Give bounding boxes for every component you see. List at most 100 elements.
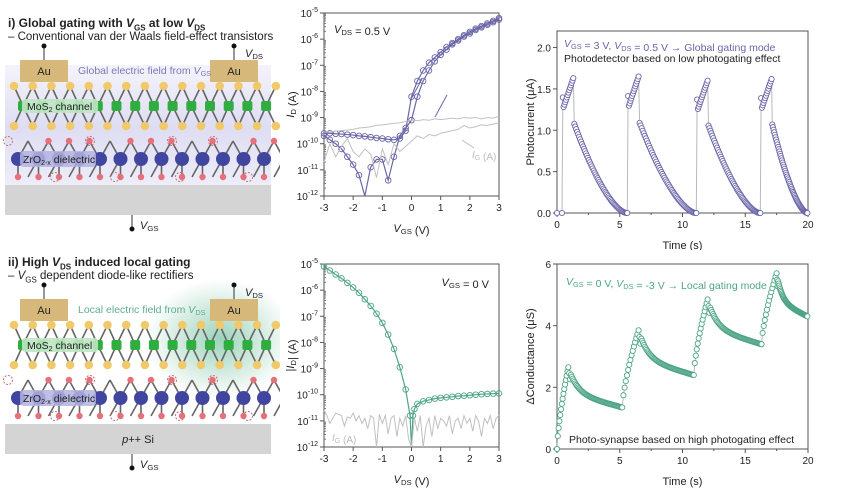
s-atom	[103, 360, 112, 370]
data-point	[425, 396, 433, 404]
s-atom	[140, 360, 150, 370]
y-axis-label: |ID| (A)	[285, 339, 299, 371]
s-atom	[178, 121, 187, 131]
o-atom	[117, 173, 124, 181]
s-atom	[65, 81, 75, 91]
o-atom	[250, 376, 257, 384]
s-atom	[84, 320, 94, 330]
data-point	[466, 30, 474, 37]
oxygen-vacancy	[110, 172, 120, 182]
mo-atom	[130, 101, 141, 111]
oxygen-vacancy	[208, 136, 218, 146]
data-point	[694, 340, 701, 347]
oxygen-vacancy	[243, 411, 253, 421]
zr-atom	[93, 152, 107, 166]
x-tick-label: 15	[740, 456, 752, 467]
data-point	[355, 171, 363, 179]
data-point	[414, 93, 421, 100]
field-label: Global electric field from VGS	[78, 65, 211, 78]
terminal-dot	[41, 43, 47, 49]
data-point	[620, 392, 627, 399]
mo-atom	[111, 101, 122, 111]
vds-terminal-label: VDS	[245, 287, 263, 300]
s-atom	[9, 81, 19, 91]
data-point	[484, 21, 491, 29]
s-atom	[178, 360, 187, 370]
data-point	[396, 364, 404, 371]
series-line-forward-sweep	[324, 17, 500, 141]
o-atom	[14, 173, 22, 181]
y-tick-label: 1.5	[537, 85, 551, 96]
y-tick-label: 0	[545, 445, 551, 456]
o-atom	[76, 412, 83, 420]
s-atom	[252, 121, 262, 131]
oxygen-vacancy	[85, 375, 95, 385]
data-point	[425, 59, 433, 66]
zr-atom	[216, 391, 230, 405]
zr-atom	[134, 391, 148, 405]
y-tick-label: 10-10	[297, 389, 318, 402]
s-atom	[252, 81, 262, 91]
data-point	[478, 24, 485, 31]
data-point	[773, 270, 780, 277]
forward-sweep-arrow	[409, 78, 423, 102]
y-tick-label: 10-5	[301, 7, 318, 20]
o-atom	[158, 412, 165, 420]
o-atom	[240, 173, 247, 181]
o-atom	[199, 173, 206, 181]
data-point	[768, 75, 775, 83]
o-atom	[137, 173, 145, 181]
s-atom	[196, 121, 206, 131]
s-atom	[252, 320, 262, 330]
title-var2-sub: DS	[194, 23, 206, 33]
o-atom	[14, 412, 22, 420]
x-axis-label: VGS (V)	[393, 223, 429, 237]
data-point	[454, 37, 462, 44]
gate-terminal-dot	[129, 465, 135, 471]
data-point	[349, 284, 357, 291]
data-point	[495, 16, 503, 23]
y-tick-label: 10-9	[301, 363, 318, 376]
s-atom	[271, 121, 280, 131]
o-atom	[147, 376, 155, 384]
s-atom	[28, 360, 37, 370]
oxygen-vacancy	[175, 172, 185, 182]
x-tick-label: -3	[320, 454, 329, 465]
data-point	[553, 209, 561, 217]
y-tick-label: 2.0	[537, 44, 551, 55]
s-atom	[215, 320, 224, 330]
data-point	[332, 140, 339, 147]
au-electrode-label: Au	[37, 66, 50, 78]
mo-atom	[148, 340, 159, 350]
oxygen-vacancy	[167, 136, 177, 146]
bias-annotation: VGS = 0 V	[442, 277, 490, 291]
data-point	[437, 51, 444, 59]
data-point	[326, 267, 334, 274]
data-point	[556, 418, 563, 425]
oxygen-vacancy	[208, 375, 218, 385]
au-electrode-label: Au	[227, 66, 240, 78]
s-atom	[159, 360, 168, 370]
s-atom	[28, 320, 37, 330]
x-tick-label: 5	[617, 220, 623, 231]
vgs-terminal-label: VGS	[140, 459, 158, 472]
mo-atom	[205, 340, 215, 350]
series-line-I_G-reverse	[323, 122, 500, 178]
title-var2: V	[186, 16, 195, 30]
data-point	[693, 346, 700, 353]
x-tick-label: -1	[378, 454, 387, 465]
o-atom	[168, 137, 175, 145]
y-tick-label: 10-6	[301, 284, 318, 297]
s-atom	[84, 360, 94, 370]
o-atom	[117, 412, 124, 420]
terminal-dot	[231, 43, 237, 49]
x-axis-label: VDS (V)	[394, 474, 430, 488]
o-atom	[250, 137, 257, 145]
o-atom	[260, 173, 268, 181]
zr-atom	[195, 152, 210, 166]
o-atom	[178, 412, 186, 420]
x-tick-label: 3	[496, 454, 502, 465]
data-point	[695, 335, 702, 342]
data-point	[409, 412, 417, 419]
bond	[273, 379, 280, 393]
